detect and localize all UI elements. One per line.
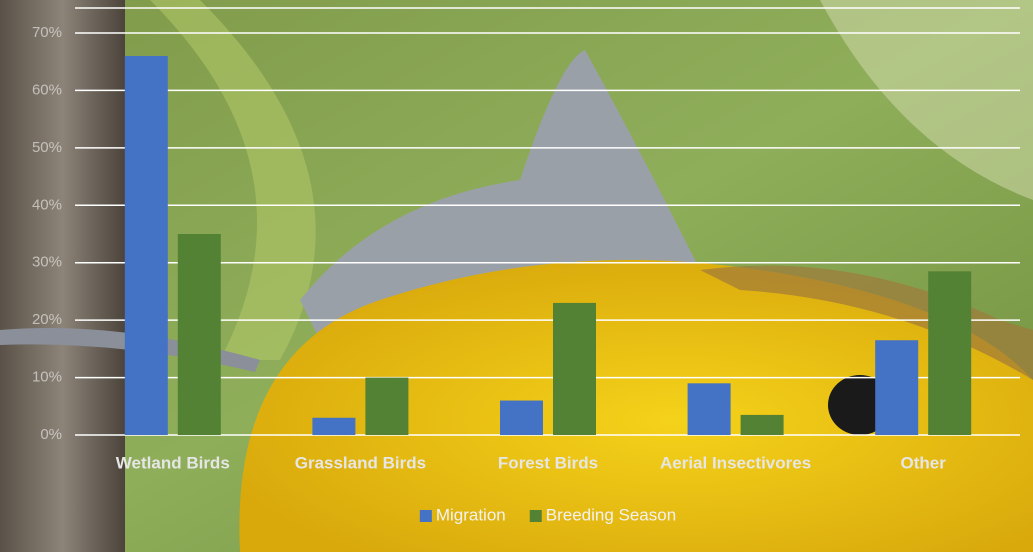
- bar: [365, 377, 409, 435]
- y-tick-label: 50%: [32, 139, 62, 156]
- legend-label: Breeding Season: [546, 505, 676, 524]
- bar: [177, 234, 221, 435]
- x-tick-label: Forest Birds: [498, 453, 598, 472]
- y-tick-label: 30%: [32, 254, 62, 271]
- bar: [740, 414, 784, 435]
- x-tick-label: Grassland Birds: [295, 453, 426, 472]
- y-tick-label: 0%: [40, 426, 62, 443]
- bar: [500, 400, 543, 435]
- y-tick-label: 40%: [32, 196, 62, 213]
- bar: [928, 271, 972, 435]
- x-tick-label: Other: [901, 453, 947, 472]
- x-tick-label: Aerial Insectivores: [660, 453, 811, 472]
- bar: [687, 383, 731, 435]
- bar: [875, 340, 919, 435]
- legend-swatch: [419, 510, 432, 522]
- x-tick-label: Wetland Birds: [116, 453, 230, 472]
- legend-label: Migration: [436, 505, 506, 524]
- bar: [312, 417, 356, 435]
- y-tick-label: 70%: [32, 24, 62, 41]
- y-tick-label: 20%: [32, 311, 62, 328]
- y-tick-label: 10%: [32, 369, 62, 386]
- bar: [124, 55, 168, 435]
- y-tick-label: 60%: [32, 81, 62, 98]
- bar: [553, 302, 596, 435]
- legend-swatch: [529, 510, 542, 522]
